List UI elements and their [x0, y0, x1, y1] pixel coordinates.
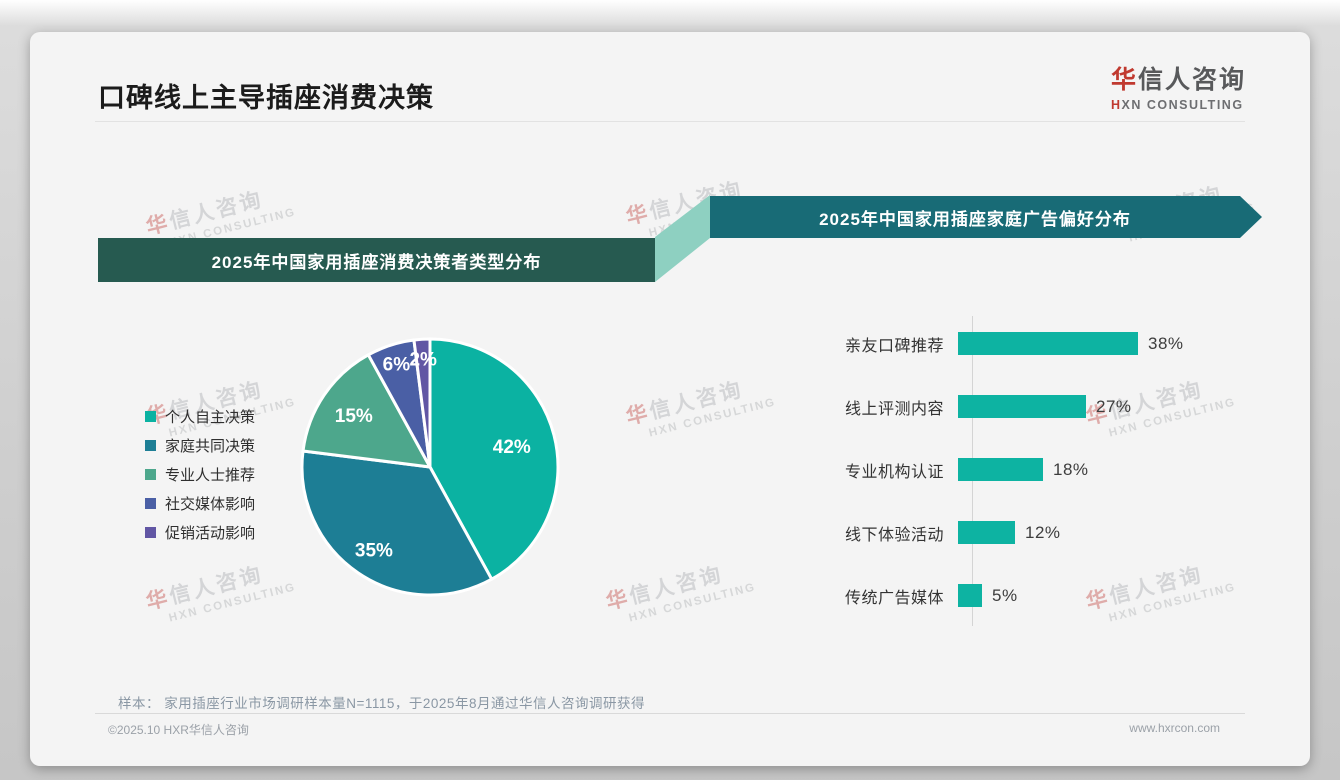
pie-data-label: 6%: [383, 355, 411, 376]
pie-slice: [428, 337, 560, 581]
report-content: 口碑线上主导插座消费决策 华信人咨询 HXN CONSULTING 2025年中…: [30, 32, 1310, 766]
bar-chart-banner: 2025年中国家用插座家庭广告偏好分布: [710, 196, 1262, 238]
legend-label: 家庭共同决策: [165, 438, 256, 455]
page-title: 口碑线上主导插座消费决策: [98, 83, 434, 113]
bar-chart-title: 2025年中国家用插座家庭广告偏好分布: [819, 209, 1131, 229]
bar-category-label: 线下体验活动: [844, 526, 944, 544]
bar-category-label: 传统广告媒体: [844, 589, 944, 607]
legend-label: 个人自主决策: [165, 409, 256, 426]
legend-item: 家庭共同决策: [145, 431, 255, 460]
legend-item: 促销活动影响: [145, 518, 255, 547]
bar-chart: 亲友口碑推荐 38% 线上评测内容 27% 专业机构认证 18% 线下体验活动 12% 传统广告…: [690, 316, 1250, 636]
legend-label: 社交媒体影响: [165, 496, 256, 513]
banner-connector-shape: [655, 195, 710, 282]
legend-swatch: [145, 469, 156, 480]
pie-slice: [412, 337, 432, 469]
legend-swatch: [145, 527, 156, 538]
copyright-text: ©2025.10 HXR华信人咨询: [108, 723, 249, 737]
bar-value-label: 38%: [1148, 333, 1184, 353]
bar-row: 传统广告媒体 5%: [690, 584, 1018, 607]
legend-swatch: [145, 411, 156, 422]
logo-name: 华信人咨询: [1111, 60, 1246, 96]
legend-swatch: [145, 440, 156, 451]
pie-data-label: 35%: [355, 541, 393, 562]
logo-name-rest: 信人咨询: [1137, 66, 1246, 94]
pie-chart: 42% 35% 15% 6% 2%: [300, 337, 560, 597]
pie-chart-title: 2025年中国家用插座消费决策者类型分布: [211, 252, 542, 272]
bar-value-label: 27%: [1096, 396, 1132, 416]
bar-category-label: 亲友口碑推荐: [844, 337, 944, 355]
bar-row: 线下体验活动 12%: [690, 521, 1061, 544]
bar-category-label: 线上评测内容: [844, 400, 944, 418]
bar-rect: [958, 521, 1015, 544]
company-logo: 华信人咨询 HXN CONSULTING: [1111, 60, 1246, 112]
bar-value-label: 18%: [1053, 459, 1089, 479]
bar-rect: [958, 395, 1086, 418]
legend-item: 个人自主决策: [145, 402, 255, 431]
legend-swatch: [145, 498, 156, 509]
pie-data-label: 2%: [409, 349, 437, 370]
legend-item: 专业人士推荐: [145, 460, 255, 489]
sample-footnote: 样本： 家用插座行业市场调研样本量N=1115，于2025年8月通过华信人咨询调…: [118, 696, 645, 711]
pie-data-label: 15%: [335, 406, 373, 427]
legend-item: 社交媒体影响: [145, 489, 255, 518]
footer-divider: [95, 713, 1245, 714]
bar-row: 亲友口碑推荐 38%: [690, 332, 1184, 355]
logo-tagline-rest: XN CONSULTING: [1121, 98, 1244, 112]
legend-label: 专业人士推荐: [165, 467, 256, 484]
logo-tagline-accent: H: [1110, 98, 1122, 112]
pie-legend: 个人自主决策 家庭共同决策 专业人士推荐 社交媒体影响 促销活动影响: [145, 402, 255, 547]
bar-row: 线上评测内容 27%: [690, 395, 1132, 418]
pie-data-label: 42%: [493, 437, 531, 458]
pie-slice: [301, 353, 432, 469]
pie-slice: [300, 449, 494, 597]
report-card: 华信人咨询 HXN CONSULTING 华信人咨询 HXN CONSULTING华信…: [30, 32, 1310, 766]
legend-label: 促销活动影响: [165, 525, 256, 542]
bar-rect: [958, 458, 1043, 481]
bar-rect: [958, 584, 982, 607]
logo-tagline: HXN CONSULTING: [1111, 98, 1246, 112]
bar-rect: [958, 332, 1138, 355]
header-divider: [95, 121, 1245, 122]
bar-row: 专业机构认证 18%: [690, 458, 1089, 481]
pie-chart-banner: 2025年中国家用插座消费决策者类型分布: [98, 238, 655, 282]
bar-category-label: 专业机构认证: [844, 463, 944, 481]
website-url: www.hxrcon.com: [1129, 721, 1220, 735]
bar-value-label: 12%: [1025, 522, 1061, 542]
logo-name-accent: 华: [1110, 66, 1138, 94]
bar-value-label: 5%: [992, 585, 1018, 605]
